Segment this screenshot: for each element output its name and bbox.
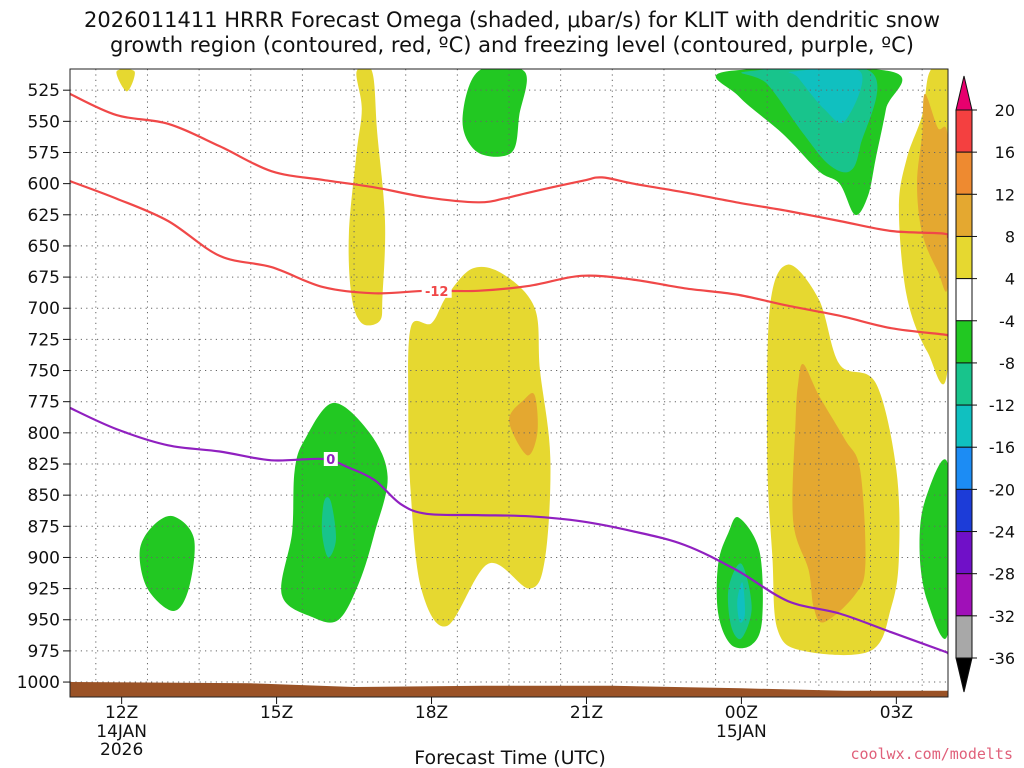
y-tick-label-950: 950 (28, 611, 60, 631)
omega-region-14 (321, 497, 337, 558)
colorbar-label-9: -20 (989, 480, 1015, 499)
y-tick-label-825: 825 (28, 455, 60, 475)
colorbar-label-3: 8 (1005, 227, 1015, 246)
y-tick-label-675: 675 (28, 268, 60, 288)
x-tick-label-12Z: 12Z (105, 703, 138, 723)
y-tick-label-1000: 1000 (17, 673, 60, 693)
y-tick-label-550: 550 (28, 112, 60, 132)
isotherm-contours (70, 92, 948, 655)
plot-area: -12 0 (69, 68, 949, 698)
colorbar-label-12: -32 (989, 607, 1015, 626)
y-tick-label-975: 975 (28, 642, 60, 662)
colorbar-box-2 (955, 193, 973, 237)
x-tick-date-12Z: 14JAN (96, 722, 147, 742)
colorbar-label-8: -16 (989, 438, 1015, 457)
y-tick-label-875: 875 (28, 517, 60, 537)
colorbar-top-arrow (955, 75, 973, 111)
omega-region-4 (508, 393, 538, 456)
x-tick-label-18Z: 18Z (415, 703, 448, 723)
y-tick-label-800: 800 (28, 424, 60, 444)
colorbar-box-5 (955, 320, 973, 364)
colorbar-box-10 (955, 531, 973, 575)
x-tick-date-00Z: 15JAN (716, 722, 767, 742)
x-axis-label: Forecast Time (UTC) (414, 747, 605, 768)
y-tick-label-900: 900 (28, 548, 60, 568)
x-tick-year-12Z: 2026 (100, 740, 143, 760)
colorbar-box-11 (955, 573, 973, 617)
colorbar-label-4: 4 (1005, 270, 1015, 289)
chart-title-line-1: 2026011411 HRRR Forecast Omega (shaded, … (84, 8, 940, 32)
colorbar-box-9 (955, 488, 973, 533)
colorbar-label-1: 16 (995, 143, 1015, 162)
omega-region-2 (462, 69, 527, 157)
omega-region-13 (281, 402, 388, 623)
omega-region-17 (737, 582, 746, 623)
colorbar-box-3 (955, 235, 973, 280)
colorbar-box-8 (955, 446, 973, 490)
y-tick-label-725: 725 (28, 330, 60, 350)
plot-frame (69, 68, 949, 698)
x-tick-label-21Z: 21Z (570, 703, 603, 723)
omega-region-11 (917, 93, 948, 292)
y-tick-label-925: 925 (28, 580, 60, 600)
y-tick-label-750: 750 (28, 362, 60, 382)
isotherm-1 (70, 180, 948, 337)
omega-region-1 (348, 69, 386, 326)
y-tick-label-575: 575 (28, 143, 60, 163)
x-tick-label-15Z: 15Z (260, 703, 293, 723)
colorbar-label-10: -24 (989, 523, 1015, 542)
terrain-layer (70, 682, 948, 697)
omega-region-18 (919, 459, 948, 639)
contour-label-bg-0 (421, 283, 452, 298)
y-tick-label-600: 600 (28, 175, 60, 195)
terrain-fill (70, 682, 948, 697)
colorbar-label-7: -12 (989, 396, 1015, 415)
contour-label-0: -12 (425, 285, 449, 300)
colorbar-label-13: -36 (989, 649, 1015, 668)
colorbar: 20 16 12 8 4 -4 -8 -12 -16 -20 -24 -28 -32 -36 (955, 75, 1015, 693)
contour-label-1: 0 (326, 453, 335, 468)
omega-region-3 (408, 266, 551, 627)
contour-label-bg-1 (323, 452, 338, 467)
colorbar-box-0 (955, 109, 973, 153)
colorbar-box-7 (955, 404, 973, 448)
colorbar-bottom-arrow (955, 657, 973, 693)
omega-shaded-regions (116, 69, 948, 656)
pressure-axis: 525 550 575 600 625 650 675 700 725 750 775 800 825 8… (17, 81, 70, 693)
colorbar-label-0: 20 (995, 101, 1015, 120)
colorbar-box-12 (955, 615, 973, 659)
chart-title-line-2: growth region (contoured, red, ºC) and f… (110, 33, 914, 57)
colorbar-box-4 (955, 278, 973, 322)
y-tick-label-650: 650 (28, 237, 60, 257)
y-tick-label-775: 775 (28, 393, 60, 413)
omega-region-7 (788, 69, 863, 124)
omega-region-12 (139, 515, 195, 611)
colorbar-box-1 (955, 151, 973, 195)
contour-labels: -12 0 (323, 283, 452, 468)
isotherm-0 (70, 92, 948, 239)
omega-region-0 (116, 69, 135, 92)
x-tick-label-03Z: 03Z (880, 703, 913, 723)
y-tick-label-525: 525 (28, 81, 60, 101)
gridlines (70, 69, 948, 697)
isotherm-2 (70, 406, 948, 655)
colorbar-label-6: -8 (999, 354, 1015, 373)
colorbar-box-6 (955, 362, 973, 406)
x-tick-label-00Z: 00Z (725, 703, 758, 723)
y-tick-label-625: 625 (28, 206, 60, 226)
colorbar-label-2: 12 (995, 185, 1015, 204)
y-tick-label-850: 850 (28, 486, 60, 506)
y-tick-label-700: 700 (28, 299, 60, 319)
colorbar-label-5: -4 (999, 312, 1015, 331)
site-credit: coolwx.com/modelts (850, 745, 1013, 763)
colorbar-label-11: -28 (989, 565, 1015, 584)
